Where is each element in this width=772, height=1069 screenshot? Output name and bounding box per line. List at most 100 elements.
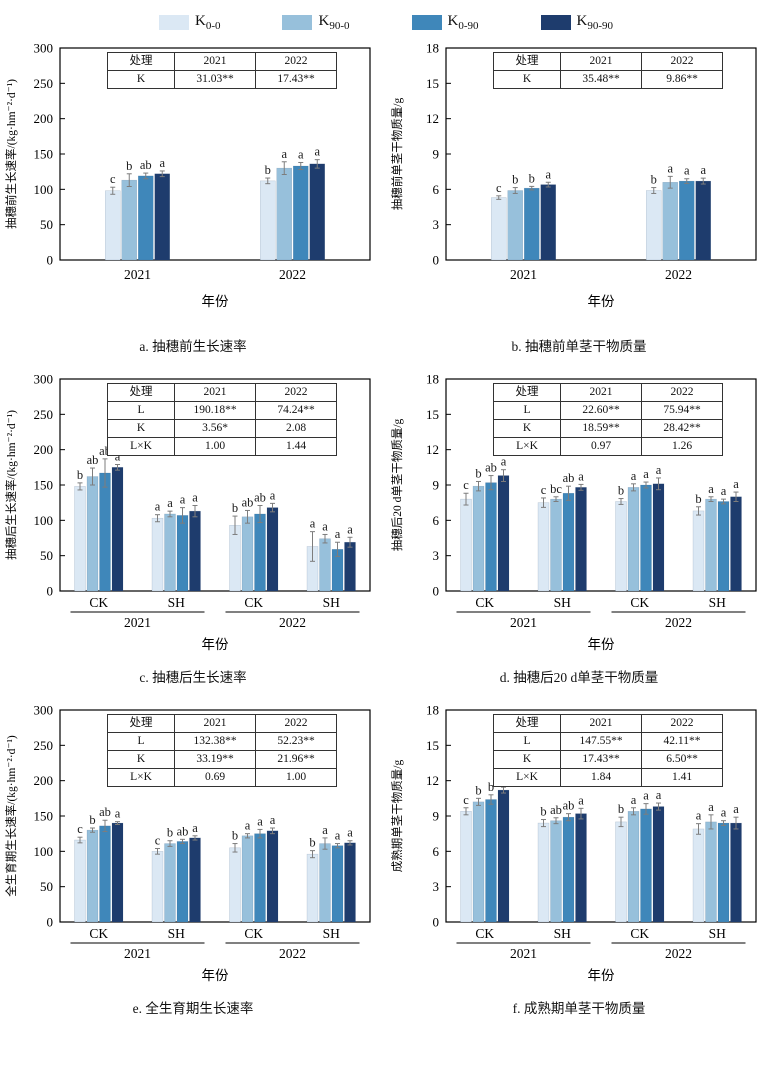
stat-table-header-row: 处理 2021 2022 xyxy=(493,383,723,402)
significance-letter: b xyxy=(512,173,518,187)
stat-table-f: 处理 2021 2022 L 147.55** 42.11** K 17.43** 6.50**… xyxy=(493,714,723,787)
panel-f: 0369121518成熟期单茎干物质量/gcbbababababaaaaaaaC… xyxy=(386,700,772,1031)
significance-letter: c xyxy=(463,793,469,807)
x-year-label: 2021 xyxy=(124,946,151,961)
stat-table-cell: 31.03** xyxy=(174,70,256,89)
stat-table-header-row: 处理 2021 2022 xyxy=(493,714,723,733)
significance-letter: b xyxy=(475,783,481,797)
bar xyxy=(293,165,309,261)
panel-caption-d: d. 抽穗后20 d单茎干物质量 xyxy=(499,670,659,685)
stat-table-cell: L xyxy=(493,401,561,420)
legend-label-sub: 90-90 xyxy=(587,19,614,32)
y-axis-label: 成熟期单茎干物质量/g xyxy=(390,760,404,873)
stat-table-cell: 1.00 xyxy=(255,768,337,787)
bar xyxy=(319,843,331,923)
stat-table-cell: 75.94** xyxy=(641,401,723,420)
bar xyxy=(164,513,176,592)
bar xyxy=(485,799,497,923)
significance-letter: b xyxy=(475,466,481,480)
legend-label-sub: 0-90 xyxy=(458,19,479,32)
panel-d: 0 3 6 9 12 15 18 抽穗后20 d单茎干物质量/g c b ab a c bc ab a b a a a… xyxy=(386,369,772,700)
stat-table-row: L×K 1.84 1.41 xyxy=(493,768,723,787)
significance-letter: c xyxy=(77,822,83,836)
y-tick-label: 15 xyxy=(426,738,439,753)
bar xyxy=(524,187,540,261)
bar xyxy=(151,851,164,923)
y-tick-label: 6 xyxy=(433,182,440,197)
y-tick-label: 250 xyxy=(34,407,54,422)
stat-table-header-row: 处理 2021 2022 xyxy=(493,52,723,71)
stat-table-d: 处理 2021 2022 L 22.60** 75.94** K 18.59** 28.42**… xyxy=(493,383,723,456)
bar xyxy=(662,182,678,261)
legend-swatch-icon xyxy=(411,14,442,30)
significance-letter: b xyxy=(167,826,173,840)
significance-letter: a xyxy=(245,819,251,833)
x-year-label: 2022 xyxy=(279,615,306,630)
significance-letter: a xyxy=(684,164,690,178)
significance-letter: a xyxy=(721,484,727,498)
y-tick-label: 18 xyxy=(426,372,439,387)
stat-table-row: K 3.56* 2.08 xyxy=(107,419,337,438)
significance-letter: b xyxy=(695,492,701,506)
legend-label: K90-90 xyxy=(577,13,614,32)
bar xyxy=(229,525,241,592)
stat-table-cell: 9.86** xyxy=(641,70,723,89)
significance-letter: a xyxy=(115,807,121,821)
y-tick-label: 200 xyxy=(34,773,54,788)
y-tick-label: 6 xyxy=(433,513,440,528)
significance-letter: a xyxy=(314,145,320,159)
stat-table-row: K 17.43** 6.50** xyxy=(493,750,723,769)
stat-table-cell: 1.44 xyxy=(255,437,337,456)
significance-letter: c xyxy=(541,483,547,497)
significance-letter: a xyxy=(270,813,276,827)
panel-e: 0 50 100 150 200 250 300 全生育期生长速率/(kg·hm⁻²·d⁻¹)… xyxy=(0,700,386,1031)
figure-legend: K0-0 K90-0 K0-90 K90-90 xyxy=(0,6,772,38)
y-tick-label: 12 xyxy=(426,442,439,457)
stat-table-cell: L xyxy=(493,732,561,751)
legend-item-K90-90: K90-90 xyxy=(540,13,614,32)
significance-letter: a xyxy=(270,488,276,502)
significance-letter: ab xyxy=(177,824,189,838)
stat-table-cell: 190.18** xyxy=(174,401,256,420)
x-subgroup-label: SH xyxy=(323,926,341,941)
bar xyxy=(497,475,510,592)
legend-label-main: K xyxy=(318,12,330,29)
stat-table-cell: L×K xyxy=(107,437,175,456)
significance-letter: a xyxy=(656,463,662,477)
bar xyxy=(730,496,742,592)
significance-letter: c xyxy=(155,834,161,848)
y-axis-label: 抽穗后生长速率/(kg·hm⁻²·d⁻¹) xyxy=(4,410,18,560)
x-group-label: 2022 xyxy=(665,267,692,282)
bar xyxy=(692,828,705,923)
bar xyxy=(121,179,137,261)
x-subgroup-label: SH xyxy=(554,595,572,610)
y-tick-label: 250 xyxy=(34,76,54,91)
panel-grid: 0 50 100 150 200 250 300 抽穗前生长速率/(kg·hm⁻²·d⁻¹) c… xyxy=(0,38,772,1031)
x-subgroup-label: SH xyxy=(168,926,186,941)
legend-swatch-icon xyxy=(282,14,313,30)
bar xyxy=(189,510,201,592)
y-tick-label: 50 xyxy=(40,548,53,563)
bar xyxy=(615,821,627,923)
bar xyxy=(176,841,189,923)
stat-table-cell: K xyxy=(107,70,175,89)
significance-letter: a xyxy=(167,496,173,510)
y-tick-label: 100 xyxy=(34,513,54,528)
x-subgroup-label: SH xyxy=(554,926,572,941)
bar xyxy=(74,486,86,592)
significance-letter: a xyxy=(721,806,727,820)
bar xyxy=(627,487,640,592)
chart-svg-a: 0 50 100 150 200 250 300 抽穗前生长速率/(kg·hm⁻²·d⁻¹) c… xyxy=(4,41,371,309)
stat-table-row: L×K 1.00 1.44 xyxy=(107,437,337,456)
significance-letter: a xyxy=(578,469,584,483)
panel-a: 0 50 100 150 200 250 300 抽穗前生长速率/(kg·hm⁻²·d⁻¹) c… xyxy=(0,38,386,369)
significance-letter: a xyxy=(322,519,328,533)
x-axis-label: 年份 xyxy=(202,637,229,652)
y-tick-label: 200 xyxy=(34,111,54,126)
significance-letter: a xyxy=(708,800,714,814)
stat-table-header-cell: 处理 xyxy=(107,52,175,71)
significance-letter: ab xyxy=(87,453,99,467)
significance-letter: a xyxy=(578,793,584,807)
legend-label-sub: 90-0 xyxy=(329,19,350,32)
stat-table-header-cell: 2022 xyxy=(255,714,337,733)
